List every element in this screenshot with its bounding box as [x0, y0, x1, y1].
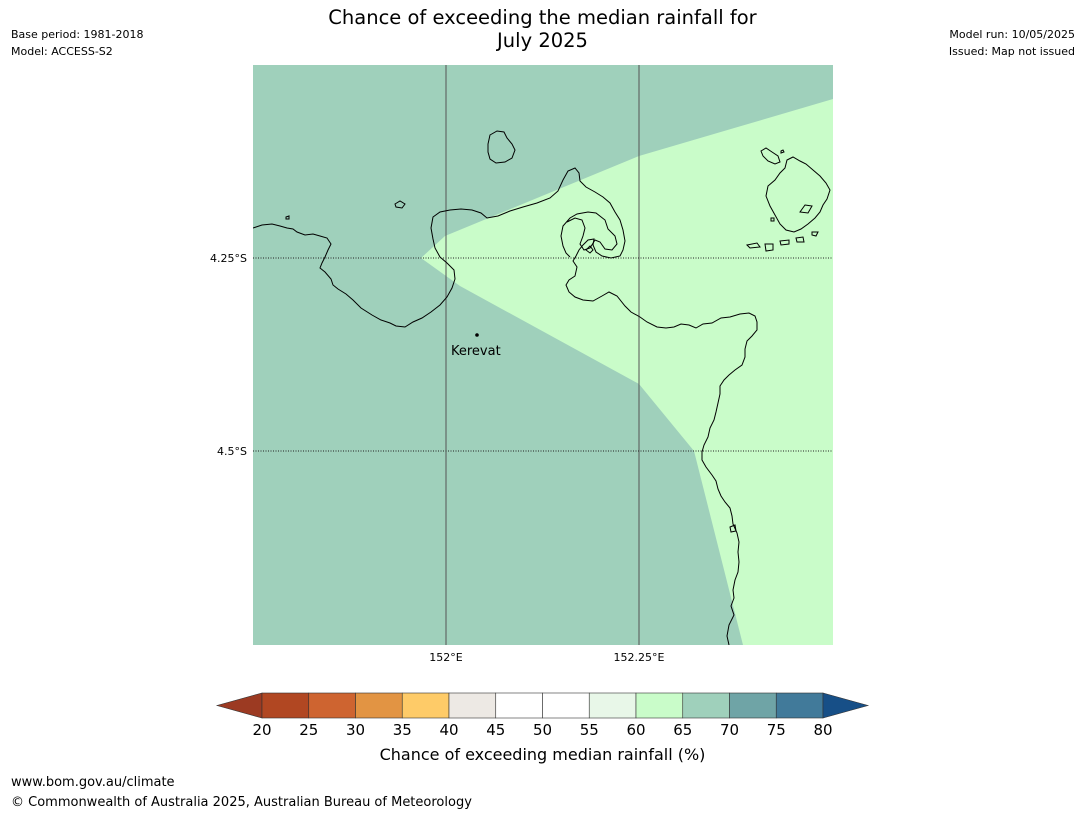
colorbar-tick: 25 [299, 721, 318, 739]
title-line-2: July 2025 [497, 29, 588, 52]
colorbar-tick: 65 [673, 721, 692, 739]
colorbar-bin [542, 692, 590, 719]
kerevat-marker [475, 333, 479, 337]
colorbar-bin [355, 692, 403, 719]
colorbar-tick: 60 [626, 721, 645, 739]
colorbar-extend-high [822, 692, 870, 719]
colorbar-bin [261, 692, 310, 719]
lon-label-152: 152°E [429, 651, 462, 664]
colorbar-bin [495, 692, 543, 719]
colorbar-bin [308, 692, 356, 719]
model-name: Model: ACCESS-S2 [11, 45, 113, 58]
base-period: Base period: 1981-2018 [11, 28, 144, 41]
title-line-1: Chance of exceeding the median rainfall … [328, 6, 757, 29]
map-title: Chance of exceeding the median rainfall … [0, 6, 1085, 52]
colorbar-tick: 40 [439, 721, 458, 739]
meta-right: Model run: 10/05/2025 Issued: Map not is… [949, 26, 1075, 60]
issued-status: Issued: Map not issued [948, 45, 1075, 58]
colorbar-tick: 70 [720, 721, 739, 739]
colorbar-extend-low [215, 692, 263, 719]
colorbar-bin [682, 692, 730, 719]
colorbar-bin [729, 692, 777, 719]
colorbar-tick: 20 [252, 721, 271, 739]
colorbar-bin [401, 692, 450, 719]
colorbar-bin [775, 692, 824, 719]
footer-url[interactable]: www.bom.gov.au/climate [11, 775, 175, 790]
colorbar-tick: 75 [767, 721, 786, 739]
colorbar-tick: 50 [533, 721, 552, 739]
kerevat-label: Kerevat [451, 344, 501, 359]
colorbar-tick: 30 [346, 721, 365, 739]
lat-label-4-25: 4.25°S [210, 252, 247, 265]
coastline [253, 130, 831, 645]
colorbar-bin [448, 692, 497, 719]
colorbar-tick: 80 [813, 721, 832, 739]
colorbar-tick: 35 [393, 721, 412, 739]
colorbar: 20 25 30 35 40 45 50 55 60 65 70 75 80 [215, 692, 870, 739]
lon-label-152-25: 152.25°E [614, 651, 665, 664]
footer-copyright: © Commonwealth of Australia 2025, Austra… [11, 795, 472, 810]
colorbar-label: Chance of exceeding median rainfall (%) [379, 745, 706, 764]
colorbar-bin [588, 692, 637, 719]
colorbar-tick: 55 [580, 721, 599, 739]
meta-left: Base period: 1981-2018 Model: ACCESS-S2 [11, 26, 143, 60]
lat-label-4-5: 4.5°S [217, 445, 247, 458]
colorbar-tick: 45 [486, 721, 505, 739]
colorbar-bin [635, 692, 684, 719]
model-run: Model run: 10/05/2025 [949, 28, 1075, 41]
